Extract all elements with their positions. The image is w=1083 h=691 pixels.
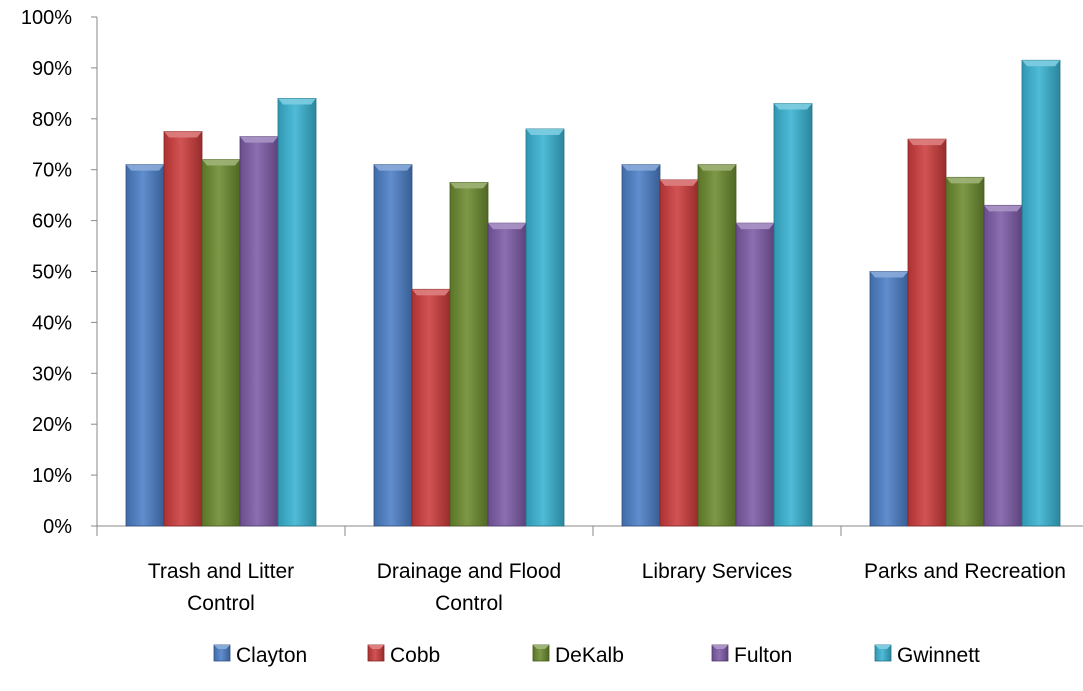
bar-gwinnett (773, 103, 813, 527)
bar-clayton (373, 164, 413, 527)
bar-cobb (163, 131, 203, 527)
bar-cobb (411, 288, 451, 527)
y-tick-label: 60% (32, 211, 72, 233)
legend: Clayton Cobb DeKalb Fulton Gwinnett (213, 644, 980, 667)
y-tick-label: 10% (32, 465, 72, 487)
legend-item-cobb: Cobb (367, 644, 440, 667)
y-tick-label: 90% (32, 58, 72, 80)
y-tick-label: 40% (32, 312, 72, 334)
bar-clayton (621, 164, 661, 527)
bar-gwinnett (1021, 59, 1061, 527)
bar-dekalb (449, 182, 489, 527)
x-category-label: Parks and Recreation (864, 560, 1066, 583)
legend-item-clayton: Clayton (213, 644, 307, 667)
legend-label: DeKalb (555, 644, 624, 667)
bar-cobb (907, 138, 947, 527)
legend-label: Cobb (390, 644, 440, 667)
y-tick-label: 0% (43, 516, 72, 538)
legend-item-gwinnett: Gwinnett (874, 644, 980, 667)
bar-clayton (869, 271, 909, 527)
legend-label: Fulton (734, 644, 792, 667)
y-tick-label: 100% (21, 7, 72, 29)
y-tick-label: 20% (32, 414, 72, 436)
x-category-label: Drainage and Flood Control (377, 560, 561, 615)
bar-fulton (735, 222, 775, 527)
y-tick-label: 30% (32, 363, 72, 385)
bar-clayton (125, 164, 165, 527)
bar-gwinnett (277, 98, 317, 527)
legend-label: Gwinnett (897, 644, 980, 667)
x-axis: Trash and Litter Control Drainage and Floo… (96, 525, 1083, 615)
y-tick-label: 70% (32, 160, 72, 182)
x-category-label: Library Services (642, 560, 793, 583)
legend-label: Clayton (236, 644, 307, 667)
bars (125, 59, 1061, 527)
legend-item-dekalb: DeKalb (532, 644, 624, 667)
bar-dekalb (201, 159, 241, 527)
bar-fulton (239, 136, 279, 527)
y-tick-label: 80% (32, 109, 72, 131)
bar-gwinnett (525, 128, 565, 527)
legend-item-fulton: Fulton (711, 644, 792, 667)
bar-dekalb (697, 164, 737, 527)
x-category-label: Trash and Litter Control (148, 560, 294, 615)
y-axis: 0% 10% 20% 30% 40% 50% 60% 70% 80% 90% 100% (21, 7, 98, 538)
bar-cobb (659, 179, 699, 527)
bar-dekalb (945, 176, 985, 527)
bar-fulton (487, 222, 527, 527)
bar-fulton (983, 204, 1023, 527)
y-tick-label: 50% (32, 262, 72, 284)
